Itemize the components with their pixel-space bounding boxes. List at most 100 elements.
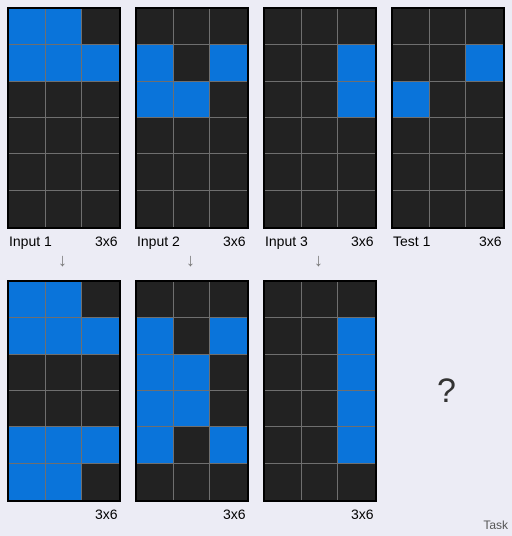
grid-cell-empty: [9, 390, 46, 428]
grid-cell-empty: [210, 9, 247, 46]
grid-cell-empty: [210, 118, 247, 155]
grid-cell-empty: [82, 82, 119, 118]
grid-cell-empty: [265, 154, 302, 191]
grid-cell-empty: [173, 9, 211, 46]
grid-cell-empty: [338, 282, 375, 319]
grid-cell-empty: [210, 464, 247, 500]
grid-cell-empty: [301, 354, 339, 391]
grid-cell-filled: [9, 282, 46, 319]
grid-cell-filled: [45, 45, 83, 82]
grid-cell-empty: [301, 427, 339, 464]
grid-cell-empty: [265, 190, 302, 227]
grid-cell-empty: [265, 390, 302, 428]
grid-cell-filled: [338, 354, 375, 391]
unknown-output-mark: ?: [437, 372, 456, 410]
grid-cell-empty: [174, 190, 211, 227]
grid-cell-empty: [137, 282, 174, 319]
grid-cell-empty: [265, 354, 302, 391]
grid-cell-empty: [9, 81, 46, 118]
grid-cell-empty: [9, 117, 46, 155]
grid-cell-empty: [393, 190, 430, 227]
grid-cell-filled: [9, 9, 46, 46]
test-1-size: 3x6: [479, 233, 502, 249]
task-label: Task: [483, 518, 508, 532]
grid-cell-empty: [45, 154, 83, 191]
grid-cell-empty: [82, 118, 119, 155]
grid-cell-filled: [210, 45, 247, 82]
grid-cell-empty: [210, 82, 247, 118]
grid-cell-empty: [9, 354, 46, 391]
grid-cell-filled: [45, 318, 83, 355]
grid-cell-empty: [137, 154, 174, 191]
grid-cell-filled: [210, 427, 247, 464]
grid-cell-empty: [82, 282, 119, 319]
grid-cell-filled: [82, 45, 119, 82]
grid-cell-empty: [338, 118, 375, 155]
grid-cell-empty: [466, 82, 503, 118]
grid-cell-empty: [430, 190, 467, 227]
grid-cell-empty: [45, 81, 83, 118]
grid-cell-filled: [338, 45, 375, 82]
grid-cell-empty: [302, 190, 339, 227]
grid-cell-empty: [302, 463, 339, 500]
grid-cell-empty: [429, 9, 467, 46]
grid-cell-empty: [338, 191, 375, 227]
grid-cell-empty: [173, 117, 211, 155]
input-2-label: Input 2: [137, 233, 180, 249]
grid-cell-empty: [429, 117, 467, 155]
grid-cell-filled: [9, 318, 46, 355]
grid-cell-empty: [210, 154, 247, 191]
grid-cell-empty: [45, 354, 83, 391]
test-1-label: Test 1: [393, 233, 431, 249]
grid-cell-filled: [173, 354, 211, 391]
grid-cell-empty: [393, 45, 430, 82]
output-1-size: 3x6: [95, 506, 118, 522]
test-1-grid: [391, 7, 505, 229]
grid-cell-filled: [45, 463, 83, 500]
grid-cell-empty: [82, 464, 119, 500]
grid-cell-empty: [301, 45, 339, 82]
grid-cell-filled: [9, 45, 46, 82]
grid-cell-empty: [301, 282, 339, 319]
grid-cell-empty: [82, 9, 119, 46]
grid-cell-empty: [338, 464, 375, 500]
grid-cell-filled: [45, 9, 83, 46]
grid-cell-filled: [338, 81, 375, 118]
grid-cell-empty: [466, 191, 503, 227]
grid-cell-filled: [137, 427, 174, 464]
grid-cell-empty: [393, 9, 430, 46]
grid-cell-filled: [338, 390, 375, 428]
grid-cell-filled: [338, 318, 375, 355]
grid-cell-empty: [265, 117, 302, 155]
grid-cell-filled: [137, 390, 174, 428]
grid-cell-empty: [82, 154, 119, 191]
grid-cell-empty: [9, 190, 46, 227]
grid-cell-empty: [137, 463, 174, 500]
arrow-down-icon: ↓: [186, 250, 195, 270]
grid-cell-empty: [265, 282, 302, 319]
grid-cell-filled: [82, 427, 119, 464]
grid-cell-empty: [265, 427, 302, 464]
grid-cell-filled: [9, 427, 46, 464]
grid-cell-empty: [173, 45, 211, 82]
grid-cell-filled: [82, 318, 119, 355]
grid-cell-empty: [301, 154, 339, 191]
grid-cell-empty: [173, 318, 211, 355]
grid-cell-empty: [173, 282, 211, 319]
grid-cell-empty: [45, 117, 83, 155]
grid-cell-empty: [210, 391, 247, 428]
grid-cell-empty: [393, 154, 430, 191]
grid-cell-filled: [173, 390, 211, 428]
output-2-size: 3x6: [223, 506, 246, 522]
grid-cell-empty: [301, 81, 339, 118]
grid-cell-empty: [301, 318, 339, 355]
output-3-size: 3x6: [351, 506, 374, 522]
grid-cell-filled: [9, 463, 46, 500]
output-1-grid: [7, 280, 121, 502]
grid-cell-empty: [210, 282, 247, 319]
output-3-grid: [263, 280, 377, 502]
grid-cell-empty: [9, 154, 46, 191]
grid-cell-empty: [338, 9, 375, 46]
grid-cell-filled: [137, 318, 174, 355]
grid-cell-filled: [210, 318, 247, 355]
